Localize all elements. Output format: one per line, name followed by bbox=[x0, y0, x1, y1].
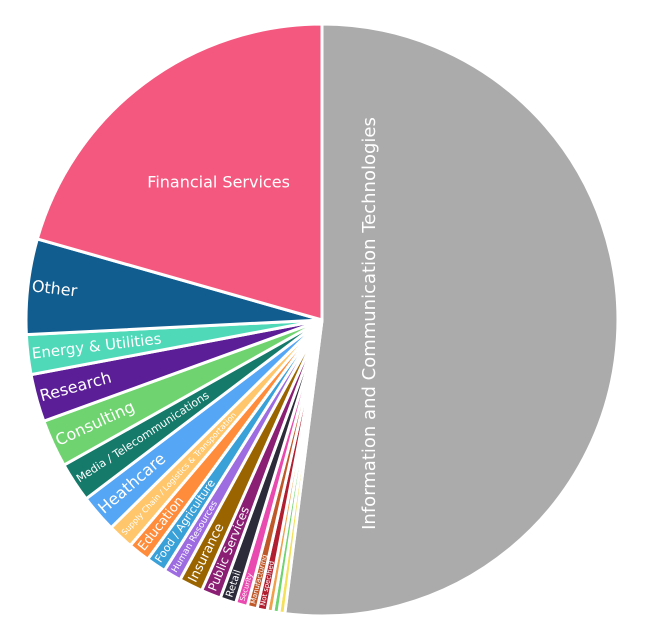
pie-slice-information-and-communication-technologies[interactable] bbox=[283, 22, 620, 618]
pie-slices bbox=[24, 22, 620, 618]
pie-slice-financial-services[interactable] bbox=[35, 22, 324, 322]
pie-label-financial-services: Financial Services bbox=[147, 173, 290, 192]
pie-label-information-and-communication-technologies: Information and Communication Technologi… bbox=[359, 117, 380, 530]
